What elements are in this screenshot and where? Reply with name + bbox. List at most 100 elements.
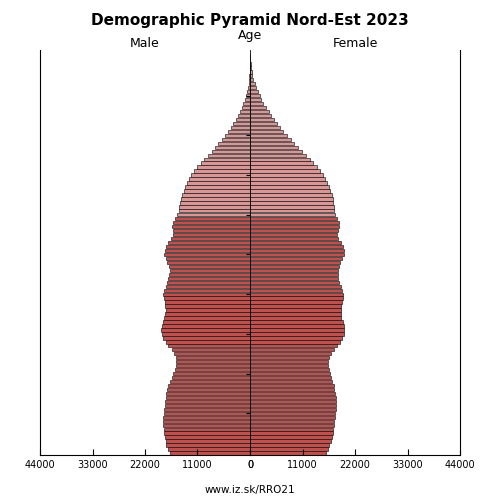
Bar <box>168 384 250 387</box>
Bar <box>162 324 250 328</box>
Bar <box>247 90 250 94</box>
Bar <box>168 276 250 280</box>
Bar <box>250 268 338 272</box>
Bar <box>164 432 250 435</box>
Bar <box>250 102 264 106</box>
Bar <box>250 332 344 336</box>
Bar <box>250 213 336 216</box>
Bar <box>168 241 250 244</box>
Bar <box>187 182 250 184</box>
Bar <box>231 126 250 129</box>
Bar <box>180 201 250 204</box>
Bar <box>250 356 329 360</box>
Bar <box>250 388 334 391</box>
Bar <box>250 174 323 177</box>
Bar <box>189 178 250 180</box>
Bar <box>171 237 250 240</box>
Bar <box>250 221 339 224</box>
Bar <box>165 400 250 403</box>
Bar <box>167 280 250 284</box>
Bar <box>250 296 342 300</box>
Bar <box>250 416 335 419</box>
Bar <box>248 82 250 86</box>
Bar <box>250 312 340 316</box>
Bar <box>250 316 341 320</box>
Bar <box>250 368 329 372</box>
Bar <box>177 213 250 216</box>
Bar <box>218 142 250 145</box>
Bar <box>166 396 250 399</box>
Bar <box>250 432 332 435</box>
Bar <box>250 182 328 184</box>
Text: Demographic Pyramid Nord-Est 2023: Demographic Pyramid Nord-Est 2023 <box>91 12 409 28</box>
Bar <box>250 229 338 232</box>
Bar <box>250 400 336 403</box>
Bar <box>250 272 338 276</box>
Bar <box>166 392 250 395</box>
Text: www.iz.sk/RRO21: www.iz.sk/RRO21 <box>204 485 296 495</box>
Bar <box>250 201 333 204</box>
Bar <box>170 380 250 383</box>
Bar <box>208 154 250 157</box>
Bar <box>250 126 280 129</box>
Bar <box>222 138 250 141</box>
Bar <box>238 114 250 117</box>
Bar <box>250 170 320 173</box>
Bar <box>250 364 328 368</box>
Bar <box>164 412 250 415</box>
Bar <box>250 90 258 94</box>
Bar <box>250 114 272 117</box>
Bar <box>164 404 250 407</box>
Bar <box>250 300 342 304</box>
Bar <box>246 94 250 98</box>
Bar <box>172 229 250 232</box>
Bar <box>164 249 250 252</box>
Bar <box>166 340 250 344</box>
Bar <box>215 146 250 149</box>
Bar <box>166 284 250 288</box>
Bar <box>250 166 317 169</box>
Bar <box>176 356 250 360</box>
Bar <box>250 340 340 344</box>
Bar <box>167 388 250 391</box>
Bar <box>204 158 250 161</box>
Bar <box>250 380 332 383</box>
Bar <box>250 253 344 256</box>
Bar <box>250 70 252 73</box>
Bar <box>164 316 250 320</box>
Bar <box>250 162 314 165</box>
Bar <box>250 436 332 439</box>
Bar <box>250 186 329 188</box>
Bar <box>172 225 250 228</box>
Bar <box>250 320 342 324</box>
Bar <box>168 260 250 264</box>
Bar <box>166 245 250 248</box>
Bar <box>250 106 266 110</box>
Bar <box>163 424 250 427</box>
Bar <box>250 257 342 260</box>
Bar <box>166 444 250 447</box>
Bar <box>248 86 250 90</box>
Bar <box>225 134 250 137</box>
Bar <box>162 332 250 336</box>
Bar <box>250 146 298 149</box>
Bar <box>250 94 260 98</box>
Title: Male: Male <box>130 37 160 50</box>
Bar <box>164 300 250 304</box>
Bar <box>250 205 334 208</box>
Bar <box>173 233 250 236</box>
Bar <box>250 260 340 264</box>
Bar <box>250 308 340 312</box>
Bar <box>163 336 250 340</box>
Bar <box>198 166 250 169</box>
Bar <box>250 444 329 447</box>
Bar <box>164 288 250 292</box>
Bar <box>172 348 250 352</box>
Bar <box>174 368 250 372</box>
Bar <box>170 272 250 276</box>
Bar <box>164 253 250 256</box>
Bar <box>174 352 250 356</box>
Bar <box>228 130 250 133</box>
Bar <box>250 348 334 352</box>
Bar <box>172 376 250 380</box>
